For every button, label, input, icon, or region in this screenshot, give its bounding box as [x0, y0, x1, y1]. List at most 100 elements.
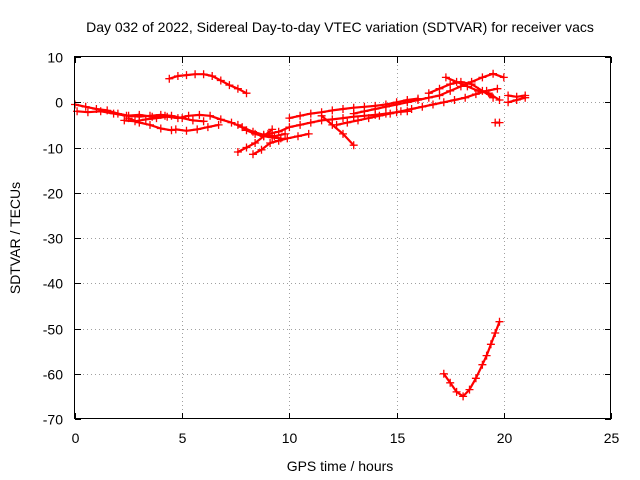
x-tick-label: 25 — [604, 430, 620, 446]
data-point — [489, 69, 498, 78]
data-point — [471, 374, 480, 383]
data-point — [274, 127, 283, 136]
data-point — [216, 115, 225, 124]
data-point — [152, 114, 161, 123]
data-point — [343, 118, 352, 127]
x-tick-label: 5 — [179, 430, 187, 446]
data-point — [512, 92, 521, 101]
series-arc-9 — [249, 129, 313, 159]
x-axis-label: GPS time / hours — [287, 458, 394, 474]
data-point — [467, 80, 476, 89]
data-point — [285, 123, 294, 132]
y-tick-label: -20 — [43, 186, 63, 202]
y-axis-label: SDTVAR / TECUs — [7, 182, 23, 294]
series-line — [444, 76, 501, 102]
data-point — [446, 378, 455, 387]
data-point — [478, 73, 487, 82]
x-tick-label: 0 — [72, 430, 80, 446]
axis-layer: 0 5 10 15 20 25 10 0 -10 -20 -30 -40 -50 -60 -70 — [43, 50, 620, 447]
data-point — [396, 107, 405, 116]
series-line — [320, 114, 355, 147]
data-point — [171, 125, 180, 134]
series-line — [168, 73, 248, 95]
data-point — [214, 120, 223, 129]
data-point — [199, 117, 208, 126]
data-point — [227, 118, 236, 127]
data-point — [349, 109, 358, 118]
data-point — [504, 91, 513, 100]
data-point — [249, 150, 257, 159]
data-point — [96, 107, 105, 116]
data-point — [274, 136, 283, 145]
data-point — [452, 387, 461, 396]
data-point — [156, 124, 165, 133]
series-arc-18 — [504, 91, 530, 101]
data-point — [486, 340, 495, 349]
data-point — [491, 329, 500, 337]
series-arc-16 — [441, 73, 504, 104]
data-point — [364, 114, 373, 123]
data-point — [173, 72, 182, 80]
data-point — [206, 111, 215, 120]
data-point — [195, 110, 204, 119]
data-point — [163, 112, 172, 121]
data-point — [242, 89, 251, 98]
data-point — [360, 107, 369, 116]
data-point — [296, 120, 305, 129]
series-arc-13 — [332, 84, 502, 129]
y-tick-label: -60 — [43, 367, 63, 383]
data-point — [495, 317, 504, 326]
y-tick-label: -30 — [43, 231, 63, 247]
data-point — [257, 145, 266, 154]
y-tick-label: -70 — [43, 412, 63, 428]
data-point — [414, 96, 422, 104]
x-tick-label: 10 — [282, 430, 298, 446]
data-point — [450, 96, 459, 104]
data-point — [296, 111, 305, 120]
data-point — [392, 100, 401, 109]
data-point — [371, 105, 380, 113]
data-point — [418, 102, 427, 111]
y-tick-label: -40 — [43, 276, 63, 292]
data-point — [499, 73, 508, 82]
data-point — [441, 73, 450, 82]
data-point — [281, 129, 290, 138]
data-point — [504, 98, 513, 107]
data-point — [242, 143, 251, 152]
y-tick-label: 10 — [47, 50, 63, 66]
data-point — [349, 141, 358, 150]
data-point — [463, 82, 472, 91]
data-point — [208, 72, 217, 80]
data-point — [184, 111, 193, 120]
data-point — [407, 105, 416, 113]
data-point — [317, 111, 326, 120]
data-point — [386, 109, 395, 118]
data-point — [266, 139, 275, 147]
data-point — [452, 77, 461, 86]
data-point — [81, 102, 90, 111]
data-point — [474, 86, 483, 95]
chart-title: Day 032 of 2022, Sidereal Day-to-day VTE… — [86, 19, 594, 35]
data-point — [339, 114, 347, 123]
data-point — [339, 129, 347, 138]
data-point — [251, 139, 260, 147]
data-point — [375, 111, 384, 120]
data-point — [264, 129, 272, 138]
series-layer — [71, 69, 530, 401]
data-point — [124, 114, 133, 123]
grid-layer — [75, 57, 611, 419]
y-tick-label: 0 — [55, 95, 63, 111]
data-point — [482, 351, 491, 360]
data-point — [251, 129, 260, 138]
data-point — [484, 89, 493, 98]
data-point — [120, 116, 129, 125]
data-point — [233, 84, 242, 93]
data-point — [135, 110, 144, 119]
data-point — [188, 116, 197, 125]
data-point — [304, 129, 313, 138]
data-point — [283, 134, 292, 143]
data-point — [439, 98, 448, 107]
data-point — [199, 70, 208, 79]
data-point — [495, 118, 504, 127]
series-arc-5 — [124, 114, 176, 135]
